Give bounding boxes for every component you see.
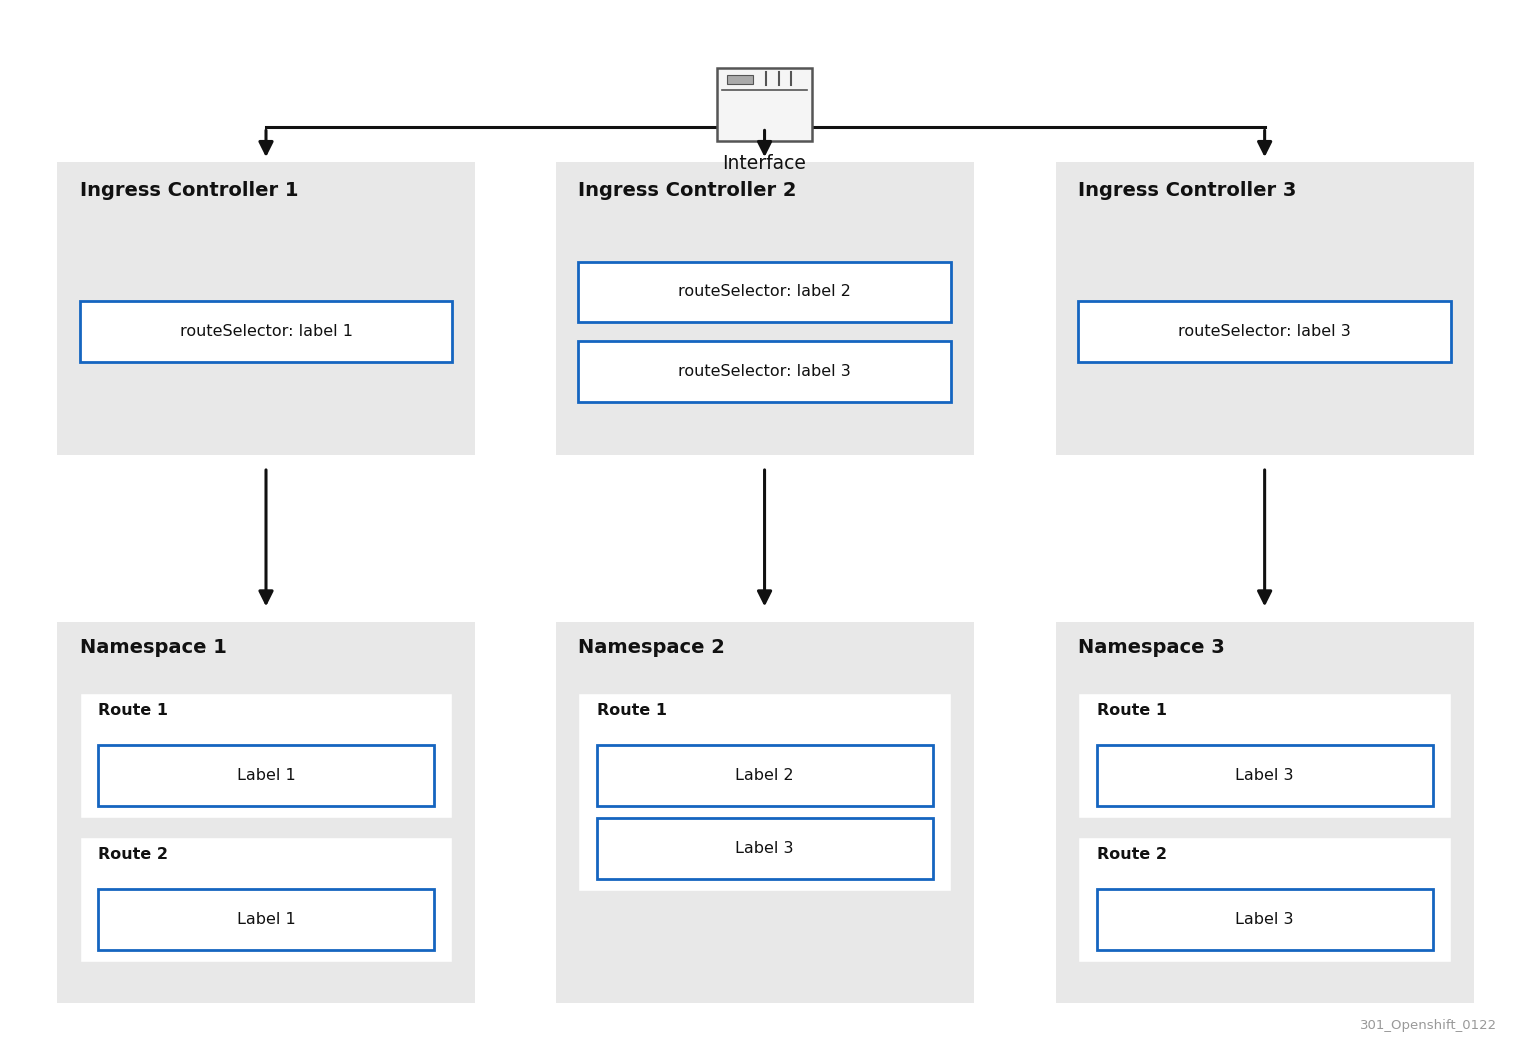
FancyBboxPatch shape — [1055, 162, 1473, 455]
Text: Namespace 1: Namespace 1 — [79, 638, 226, 657]
Text: Namespace 2: Namespace 2 — [578, 638, 725, 657]
FancyBboxPatch shape — [79, 693, 453, 818]
Text: Label 3: Label 3 — [1236, 768, 1294, 783]
Text: Route 2: Route 2 — [97, 847, 169, 862]
Text: Label 1: Label 1 — [237, 912, 295, 927]
FancyBboxPatch shape — [1096, 889, 1432, 950]
FancyBboxPatch shape — [79, 301, 453, 362]
Text: Route 1: Route 1 — [97, 703, 169, 718]
Text: routeSelector: label 3: routeSelector: label 3 — [678, 364, 851, 379]
Text: Namespace 3: Namespace 3 — [1078, 638, 1225, 657]
FancyBboxPatch shape — [555, 162, 974, 455]
FancyBboxPatch shape — [555, 622, 974, 1003]
Text: Interface: Interface — [722, 154, 807, 172]
FancyBboxPatch shape — [1096, 745, 1432, 806]
Text: Ingress Controller 1: Ingress Controller 1 — [79, 181, 298, 200]
FancyBboxPatch shape — [1078, 837, 1450, 962]
FancyBboxPatch shape — [727, 74, 752, 85]
Text: routeSelector: label 3: routeSelector: label 3 — [1178, 324, 1351, 340]
Text: Label 2: Label 2 — [736, 768, 793, 783]
FancyBboxPatch shape — [578, 693, 952, 891]
Text: Label 3: Label 3 — [1236, 912, 1294, 927]
FancyBboxPatch shape — [596, 745, 933, 806]
Text: Route 2: Route 2 — [1096, 847, 1167, 862]
FancyBboxPatch shape — [97, 889, 435, 950]
FancyBboxPatch shape — [596, 818, 933, 879]
FancyBboxPatch shape — [97, 745, 435, 806]
FancyBboxPatch shape — [56, 162, 474, 455]
Text: Ingress Controller 2: Ingress Controller 2 — [578, 181, 796, 200]
Text: routeSelector: label 1: routeSelector: label 1 — [179, 324, 353, 340]
Text: Label 3: Label 3 — [736, 841, 793, 856]
Text: routeSelector: label 2: routeSelector: label 2 — [678, 284, 851, 300]
FancyBboxPatch shape — [578, 261, 952, 322]
FancyBboxPatch shape — [578, 341, 952, 401]
FancyBboxPatch shape — [717, 68, 812, 141]
FancyBboxPatch shape — [56, 622, 474, 1003]
FancyBboxPatch shape — [1055, 622, 1473, 1003]
FancyBboxPatch shape — [79, 837, 453, 962]
Text: Route 1: Route 1 — [1096, 703, 1167, 718]
Text: 301_Openshift_0122: 301_Openshift_0122 — [1360, 1020, 1497, 1032]
FancyBboxPatch shape — [1078, 301, 1450, 362]
Text: Route 1: Route 1 — [596, 703, 667, 718]
Text: Ingress Controller 3: Ingress Controller 3 — [1078, 181, 1297, 200]
Text: Label 1: Label 1 — [237, 768, 295, 783]
FancyBboxPatch shape — [1078, 693, 1450, 818]
